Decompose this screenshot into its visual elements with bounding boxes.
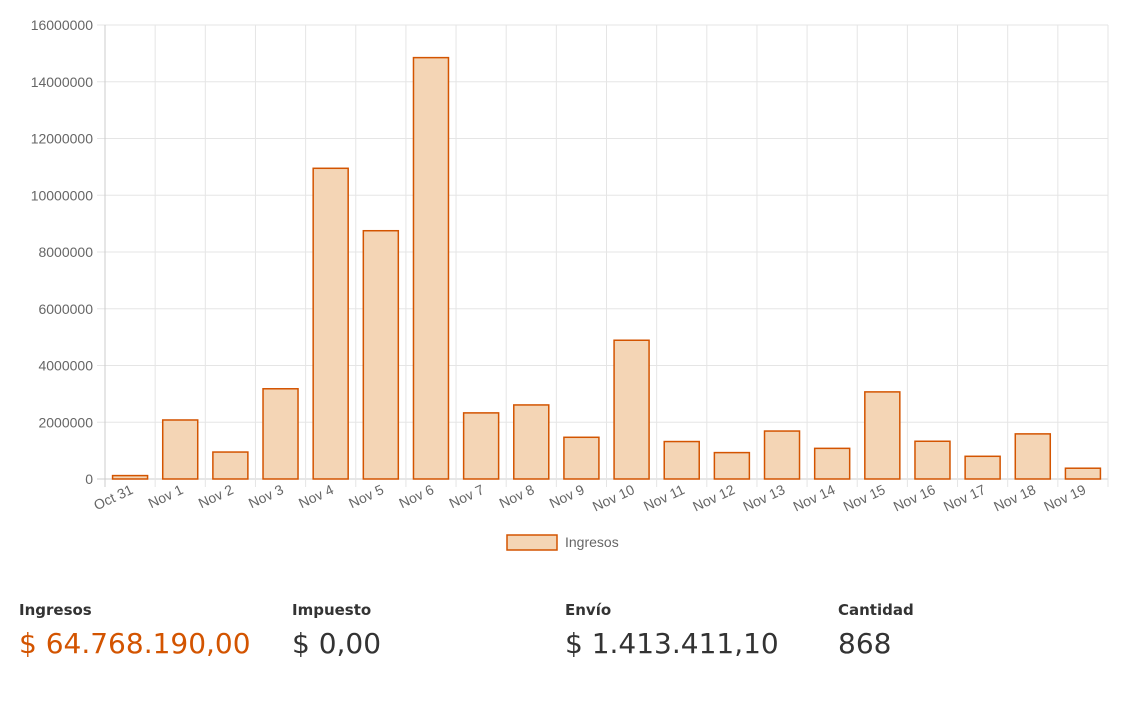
x-tick-label: Nov 10 xyxy=(590,481,637,514)
y-tick-label: 8000000 xyxy=(38,244,93,260)
x-tick-label: Oct 31 xyxy=(91,481,135,513)
legend-swatch-ingresos xyxy=(506,534,558,551)
y-tick-label: 16000000 xyxy=(31,17,94,33)
y-tick-label: 12000000 xyxy=(31,131,94,147)
chart-legend[interactable]: Ingresos xyxy=(506,534,619,551)
bar[interactable] xyxy=(513,404,550,480)
revenue-chart: 0 2000000 4000000 6000000 8000000 10000000 120… xyxy=(31,17,1109,551)
stat-label: Cantidad xyxy=(838,601,914,619)
bar[interactable] xyxy=(462,412,500,480)
x-tick-label: Nov 7 xyxy=(446,481,486,511)
bar[interactable] xyxy=(813,447,851,480)
stat-impuesto: Impuesto $ 0,00 xyxy=(292,600,381,662)
y-tick-label: 2000000 xyxy=(38,414,93,430)
bar[interactable] xyxy=(312,167,349,480)
x-tick-label: Nov 17 xyxy=(941,481,988,514)
x-tick-label: Nov 2 xyxy=(196,481,236,511)
bar[interactable] xyxy=(613,339,650,480)
stat-label: Ingresos xyxy=(19,601,92,619)
stat-ingresos: Ingresos $ 64.768.190,00 xyxy=(19,600,251,662)
y-tick-label: 4000000 xyxy=(38,358,93,374)
bar[interactable] xyxy=(763,430,801,480)
bar[interactable] xyxy=(161,419,199,480)
x-tick-label: Nov 15 xyxy=(841,481,888,514)
x-tick-label: Nov 9 xyxy=(547,481,587,511)
x-axis-ticks: Oct 31 Nov 1 Nov 2 Nov 3 Nov 4 Nov 5 Nov 6 Nov … xyxy=(91,481,1088,514)
bar[interactable] xyxy=(111,474,149,480)
chart-svg: 0 2000000 4000000 6000000 8000000 10000000 120… xyxy=(31,17,1109,551)
bar[interactable] xyxy=(212,451,249,480)
stat-value: $ 0,00 xyxy=(292,627,382,660)
x-tick-label: Nov 3 xyxy=(246,481,286,511)
bar[interactable] xyxy=(1014,433,1052,480)
y-tick-label: 0 xyxy=(85,471,93,487)
stat-value: $ 64.768.190,00 xyxy=(19,627,251,660)
bar[interactable] xyxy=(1064,467,1102,480)
x-tick-label: Nov 6 xyxy=(396,481,436,511)
y-tick-label: 14000000 xyxy=(31,74,94,90)
stat-label: Impuesto xyxy=(292,601,372,619)
bar[interactable] xyxy=(914,440,951,480)
grid-layer xyxy=(97,24,1109,487)
x-tick-label: Nov 5 xyxy=(346,481,386,511)
summary-stats: Ingresos $ 64.768.190,00 Impuesto $ 0,00… xyxy=(0,600,1141,690)
x-tick-label: Nov 11 xyxy=(641,481,687,514)
y-tick-label: 10000000 xyxy=(31,187,94,203)
x-tick-label: Nov 1 xyxy=(146,481,186,511)
stat-value: 868 xyxy=(838,627,892,660)
legend-label-ingresos: Ingresos xyxy=(565,534,619,550)
bar[interactable] xyxy=(713,451,751,480)
stat-label: Envío xyxy=(565,601,612,619)
bars-layer xyxy=(111,56,1102,480)
bar[interactable] xyxy=(262,388,299,480)
y-axis-ticks: 0 2000000 4000000 6000000 8000000 10000000 120… xyxy=(31,17,94,487)
x-tick-label: Nov 14 xyxy=(790,481,837,514)
y-tick-label: 6000000 xyxy=(38,301,93,317)
x-tick-label: Nov 12 xyxy=(690,481,737,514)
bar[interactable] xyxy=(412,56,450,480)
x-tick-label: Nov 18 xyxy=(991,481,1038,514)
x-tick-label: Nov 16 xyxy=(891,481,938,514)
stat-cantidad: Cantidad 868 xyxy=(838,600,914,662)
x-tick-label: Nov 13 xyxy=(740,481,787,514)
bar[interactable] xyxy=(563,436,600,480)
x-tick-label: Nov 4 xyxy=(296,481,336,511)
stat-value: $ 1.413.411,10 xyxy=(565,627,779,660)
x-tick-label: Nov 8 xyxy=(497,481,537,511)
stat-envio: Envío $ 1.413.411,10 xyxy=(565,600,779,662)
bar[interactable] xyxy=(864,391,901,480)
x-tick-label: Nov 19 xyxy=(1041,481,1088,514)
bar[interactable] xyxy=(964,455,1001,480)
bar[interactable] xyxy=(663,440,700,480)
bar[interactable] xyxy=(362,229,400,480)
